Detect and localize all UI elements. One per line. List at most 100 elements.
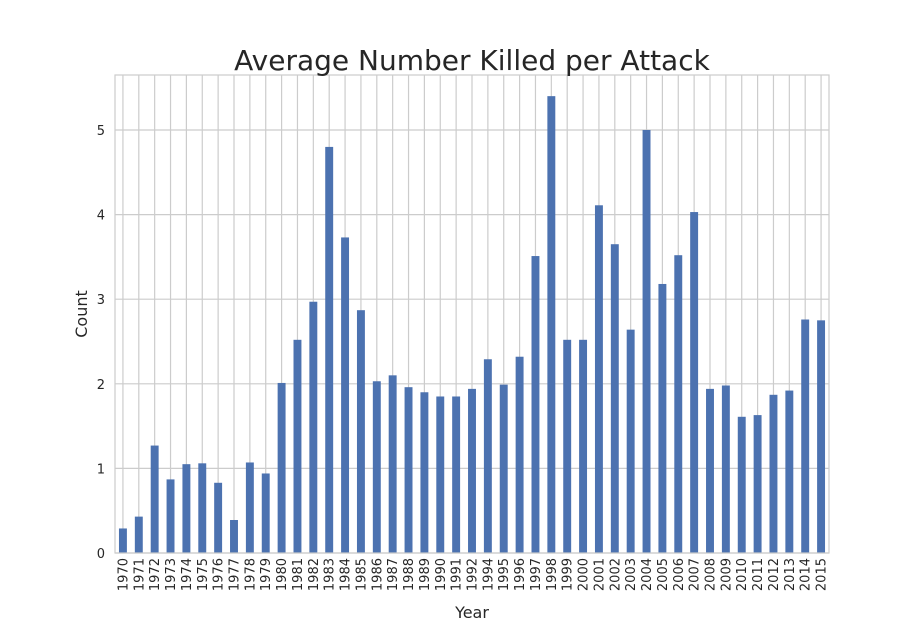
x-tick-label: 1992: [466, 558, 481, 591]
x-tick-label: 1996: [513, 558, 528, 591]
bar-1994: [483, 359, 492, 553]
bar-2005: [658, 283, 667, 553]
bar-1991: [452, 396, 461, 553]
x-tick-label: 1990: [434, 558, 449, 591]
x-tick-labels: 1970 1971 1972 1973 1974 1975 1976 1977 1978 1979…: [116, 558, 829, 591]
x-tick-label: 1987: [386, 558, 401, 591]
bar-1983: [325, 146, 334, 553]
x-tick-label: 2009: [719, 558, 734, 591]
bar-2006: [674, 255, 683, 553]
x-tick-label: 1985: [354, 558, 369, 591]
x-tick-label: 2001: [592, 558, 607, 591]
y-tick-label: 4: [97, 209, 105, 224]
bar-1987: [388, 375, 397, 553]
bar-2012: [769, 394, 778, 553]
y-tick-label: 5: [97, 124, 105, 139]
bar-2004: [642, 129, 651, 553]
bar-2013: [785, 390, 794, 553]
bar-1996: [515, 356, 524, 553]
x-tick-label: 1999: [561, 558, 576, 591]
bar-1986: [372, 381, 381, 553]
x-tick-label: 1978: [243, 558, 258, 591]
x-tick-label: 2000: [577, 558, 592, 591]
bar-1992: [468, 388, 476, 553]
bar-2001: [594, 205, 603, 553]
x-tick-label: 2005: [656, 558, 671, 591]
x-tick-label: 2003: [624, 558, 639, 591]
x-tick-label: 1970: [116, 558, 131, 591]
x-tick-label: 2015: [815, 558, 830, 591]
bar-1982: [309, 301, 318, 553]
bar-1974: [182, 464, 191, 553]
x-tick-label: 2014: [799, 558, 814, 591]
x-tick-label: 1974: [180, 558, 195, 591]
bar-1970: [118, 528, 127, 553]
x-tick-label: 2011: [751, 558, 766, 591]
bar-1985: [356, 310, 365, 553]
bar-1989: [420, 392, 429, 553]
bar-1976: [214, 482, 223, 553]
x-tick-label: 2008: [704, 558, 719, 591]
x-tick-label: 1995: [497, 558, 512, 591]
bar-1998: [547, 96, 556, 553]
x-tick-label: 1983: [323, 558, 338, 591]
bar-1990: [436, 396, 445, 553]
x-tick-label: 1986: [370, 558, 385, 591]
bar-1997: [531, 256, 540, 553]
x-tick-label: 1975: [196, 558, 211, 591]
bar-1973: [166, 479, 175, 553]
x-axis-title: Year: [454, 603, 489, 622]
x-tick-label: 2006: [672, 558, 687, 591]
x-tick-label: 1994: [481, 558, 496, 591]
y-tick-label: 3: [97, 293, 105, 308]
bar-2007: [690, 212, 699, 553]
bar-1988: [404, 387, 413, 553]
bar-1978: [245, 462, 254, 553]
x-tick-label: 1971: [132, 558, 147, 591]
x-tick-label: 1989: [418, 558, 433, 591]
x-tick-label: 1991: [450, 558, 465, 591]
bars: [118, 96, 826, 553]
x-tick-label: 1977: [228, 558, 243, 591]
bar-2009: [721, 385, 730, 553]
chart-title: Average Number Killed per Attack: [234, 44, 710, 77]
x-tick-label: 1997: [529, 558, 544, 591]
x-tick-label: 1984: [339, 558, 354, 591]
bar-2015: [817, 320, 826, 553]
x-tick-label: 2002: [608, 558, 623, 591]
x-tick-label: 2004: [640, 558, 655, 591]
x-tick-label: 2012: [767, 558, 782, 591]
y-tick-labels: 0 1 2 3 4 5: [97, 124, 105, 562]
bar-1975: [198, 463, 207, 553]
x-tick-label: 1976: [212, 558, 227, 591]
bar-2003: [626, 329, 635, 553]
bar-2010: [737, 416, 746, 553]
bar-2002: [610, 244, 619, 553]
bar-1995: [499, 384, 508, 553]
x-tick-label: 1998: [545, 558, 560, 591]
bar-1999: [563, 339, 572, 553]
x-tick-label: 1980: [275, 558, 290, 591]
x-tick-label: 1979: [259, 558, 274, 591]
bar-2000: [579, 339, 588, 553]
bar-1980: [277, 382, 286, 553]
x-tick-label: 1982: [307, 558, 322, 591]
x-tick-label: 2007: [688, 558, 703, 591]
y-tick-label: 1: [97, 462, 105, 477]
x-tick-label: 2013: [783, 558, 798, 591]
y-tick-label: 0: [97, 547, 105, 562]
y-tick-label: 2: [97, 378, 105, 393]
bar-1971: [134, 516, 143, 553]
x-tick-label: 1973: [164, 558, 179, 591]
x-tick-label: 2010: [735, 558, 750, 591]
bar-1972: [150, 445, 159, 553]
plot-frame: [114, 74, 830, 554]
bar-1979: [261, 473, 270, 553]
x-tick-label: 1988: [402, 558, 417, 591]
bar-2008: [706, 388, 714, 553]
x-tick-label: 1972: [148, 558, 163, 591]
bar-2014: [801, 319, 810, 553]
x-tick-label: 1981: [291, 558, 306, 591]
y-axis-title: Count: [72, 290, 91, 338]
